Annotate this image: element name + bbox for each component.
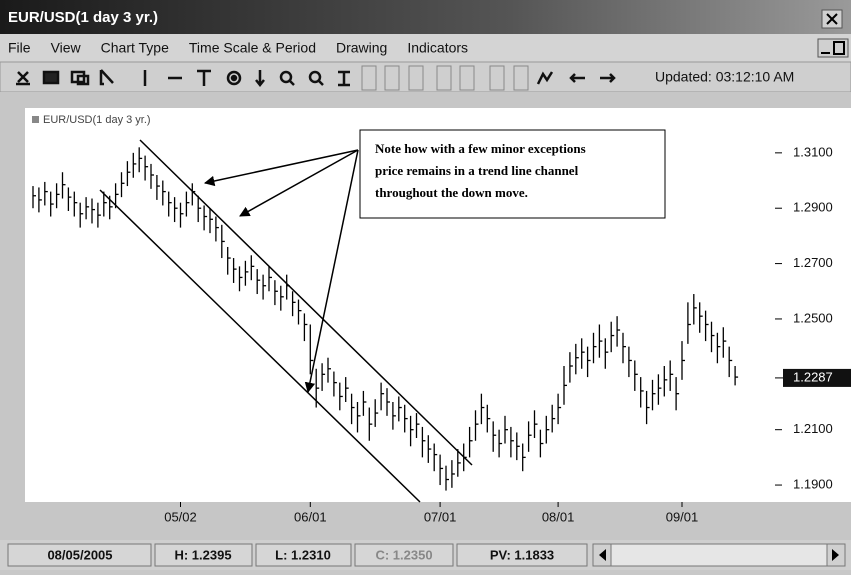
window-controls[interactable] [817, 38, 849, 58]
y-tick-label: 1.2900 [793, 200, 833, 215]
title-bar [0, 0, 851, 34]
trend-line-lower [99, 189, 421, 503]
status-date: 08/05/2005 [47, 547, 112, 562]
legend: EUR/USD(1 day 3 yr.) [43, 114, 151, 126]
y-axis-area [760, 108, 851, 502]
menu-item[interactable]: Chart Type [101, 40, 169, 56]
last-price-label: 1.2287 [793, 369, 833, 384]
annotation-box [359, 129, 666, 219]
annotation-text: price remains in a trend line channel [375, 163, 579, 178]
menu-item[interactable]: View [51, 40, 82, 56]
x-tick-label: 06/01 [294, 509, 327, 524]
annotation-text: Note how with a few minor exceptions [375, 141, 586, 156]
status-low: L: 1.2310 [275, 547, 331, 562]
status-close: C: 1.2350 [375, 547, 432, 562]
y-tick-label: 1.3100 [793, 144, 833, 159]
y-tick-label: 1.2700 [793, 255, 833, 270]
y-tick-label: 1.2100 [793, 421, 833, 436]
menu-item[interactable]: File [8, 40, 31, 56]
status-high: H: 1.2395 [174, 547, 231, 562]
menu-item[interactable]: Indicators [407, 40, 468, 56]
menu-bar [0, 34, 851, 62]
status-boxes [7, 543, 588, 567]
y-tick-label: 1.1900 [793, 476, 833, 491]
trend-line-upper [139, 139, 473, 466]
status-pv: PV: 1.1833 [490, 547, 554, 562]
y-tick-label: 1.2500 [793, 310, 833, 325]
updated-time: Updated: 03:12:10 AM [655, 69, 794, 85]
legend-swatch [32, 116, 39, 123]
x-tick-label: 08/01 [542, 509, 575, 524]
x-tick-label: 05/02 [164, 509, 197, 524]
annotation-arrows [203, 149, 359, 394]
close-button[interactable] [821, 9, 843, 29]
last-price-box [783, 368, 851, 387]
x-tick-label: 07/01 [424, 509, 457, 524]
toolbar-icons[interactable] [16, 65, 616, 91]
annotation-text: throughout the down move. [375, 185, 528, 200]
menu-item[interactable]: Drawing [336, 40, 387, 56]
toolbar [0, 61, 851, 93]
scrollbar[interactable] [592, 543, 846, 567]
menu-item[interactable]: Time Scale & Period [189, 40, 316, 56]
x-tick-label: 09/01 [666, 509, 699, 524]
window-title: EUR/USD(1 day 3 yr.) [8, 9, 158, 26]
